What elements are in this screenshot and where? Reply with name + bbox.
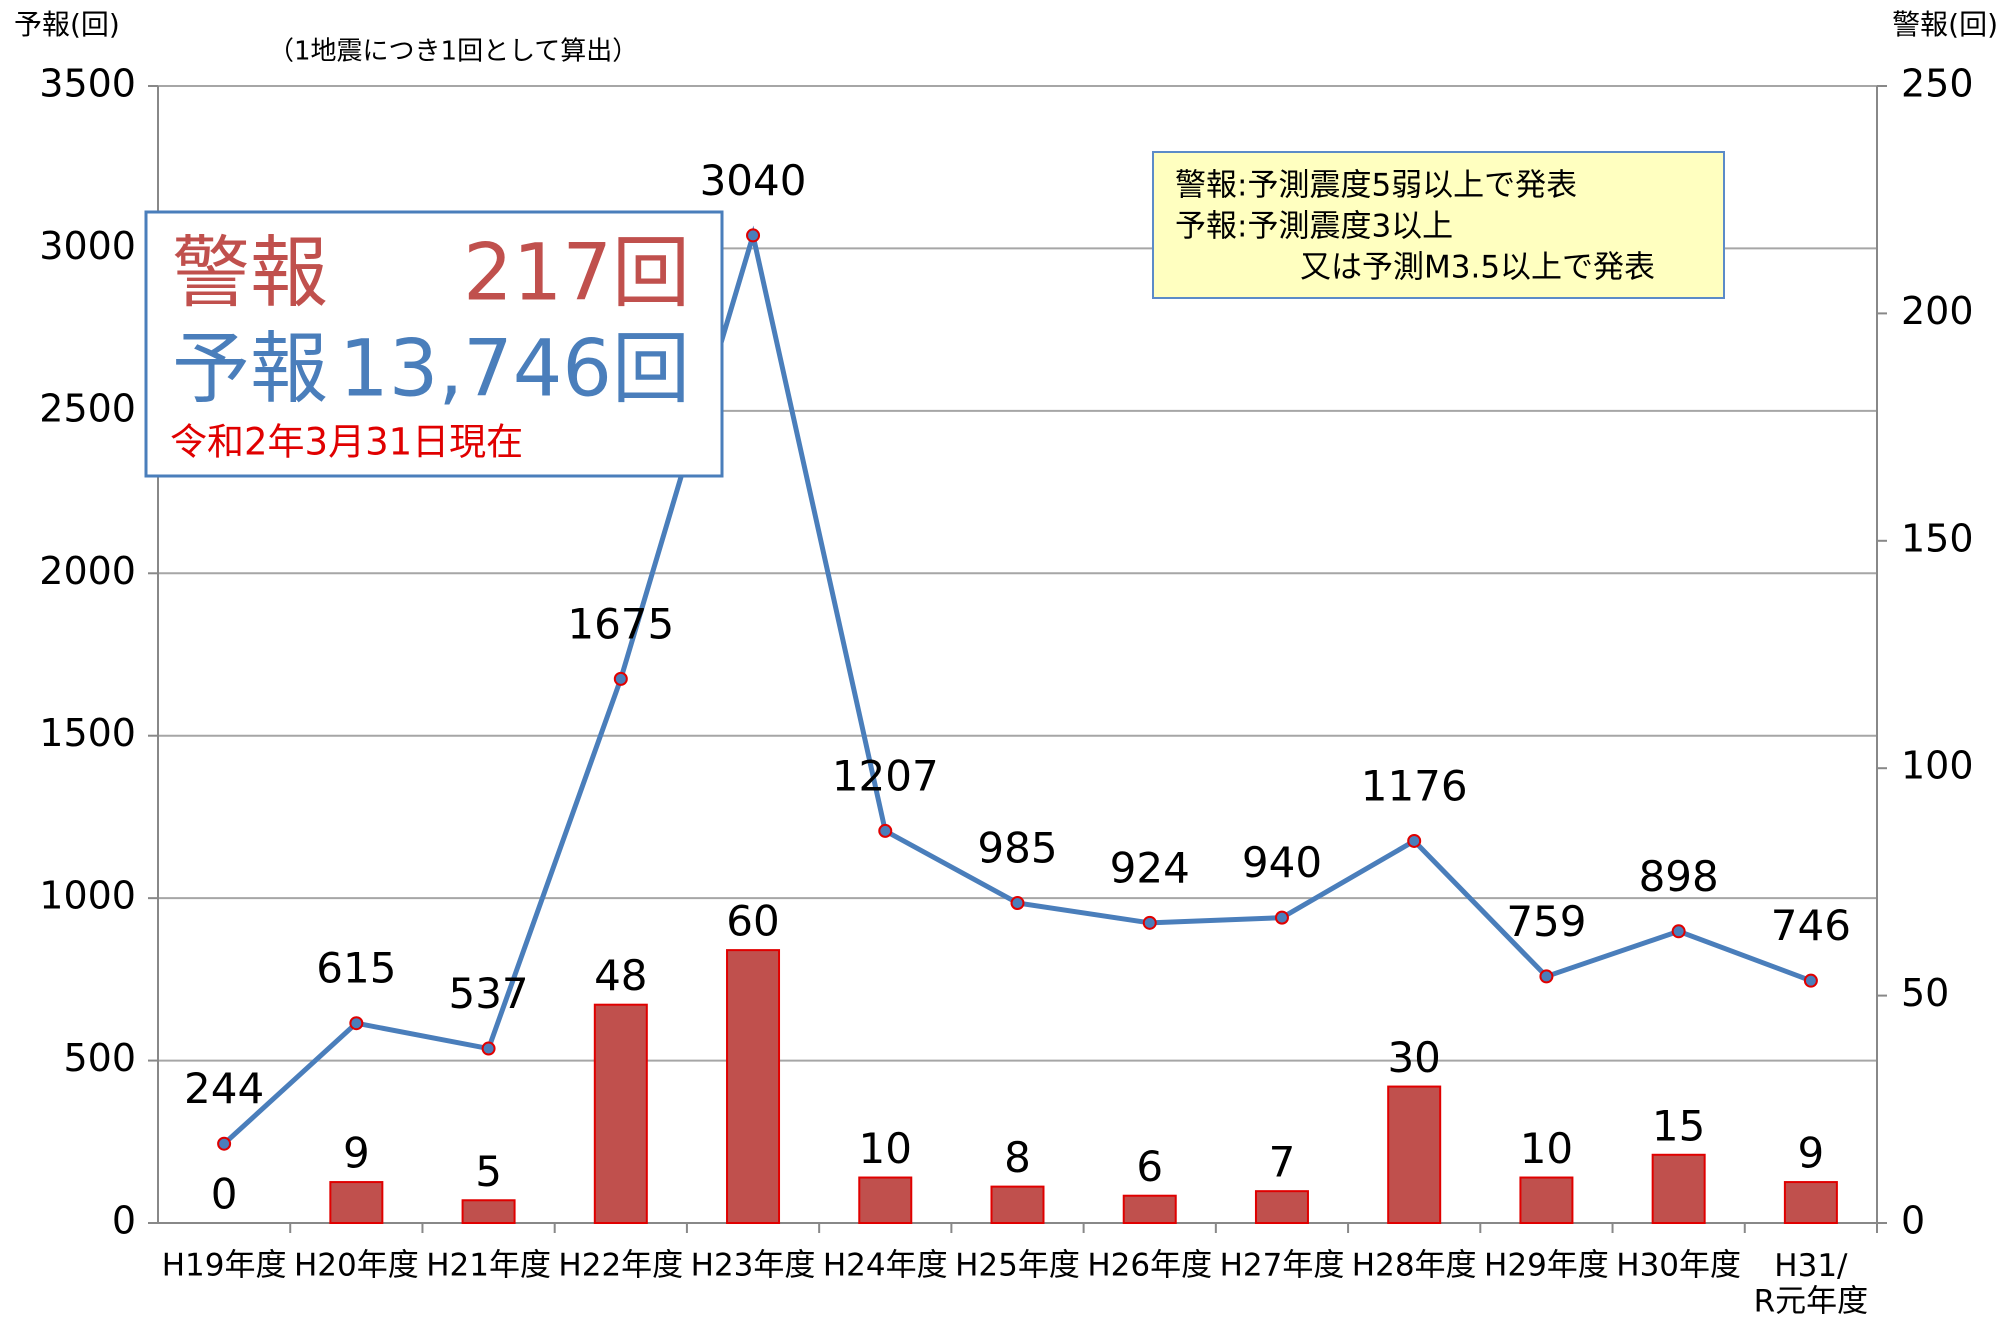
bar [1254,1190,1309,1224]
summary-label: 予報 [172,324,328,414]
x-tick-label: H21年度 [426,1248,551,1284]
bar-value-label: 48 [594,951,647,1000]
note-line: 予報:予測震度3以上 [1175,209,1453,245]
x-tick-label: H26年度 [1087,1248,1212,1284]
line-point [217,1136,232,1151]
marks: 0 9 5 48 60 10 8 6 7 30 10 15 9 244 615 537 1675 3040 1207… [184,156,1851,1225]
x-tick-label: H29年度 [1484,1248,1609,1284]
y2-axis-label: 警報(回) [1892,8,1998,41]
note-line: 警報:予測震度5弱以上で発表 [1175,168,1577,204]
bar [329,1181,384,1224]
y-tick-label: 1000 [39,874,136,918]
bar [461,1199,516,1225]
bar-value-label: 60 [726,897,779,946]
y2-tick-label: 0 [1901,1199,1925,1243]
line-point [746,228,761,243]
line-value-label: 244 [184,1064,264,1113]
y-tick-label: 2500 [39,386,136,430]
line-value-label: 537 [448,969,528,1018]
y-tick-label: 2000 [39,549,136,593]
line-point [1274,910,1289,925]
note-box [1152,151,1725,299]
bar [593,1003,648,1224]
bar-value-label: 6 [1136,1142,1163,1191]
bar [1651,1153,1706,1225]
x-tick-label: H20年度 [294,1248,419,1284]
x-tick-label: H25年度 [955,1248,1080,1284]
bar-value-label: 9 [1798,1129,1825,1178]
line-value-label: 615 [316,944,396,993]
x-tick-label: H19年度 [162,1248,287,1284]
summary-total: 13,746回 [339,324,690,414]
bar-value-label: 8 [1004,1133,1031,1182]
bar-value-label: 15 [1652,1101,1705,1150]
summary-date: 令和2年3月31日現在 [170,421,523,464]
line-value-label: 746 [1771,901,1851,950]
y-axis-label: 予報(回) [14,8,120,41]
line-value-label: 898 [1639,852,1719,901]
bar [858,1176,913,1225]
x-tick-label: H24年度 [823,1248,948,1284]
y2-tick-label: 100 [1901,744,1974,788]
bar-value-label: 30 [1387,1033,1440,1082]
x-tick-label: H28年度 [1352,1248,1477,1284]
line-point [1671,924,1686,939]
line-value-label: 924 [1110,843,1190,892]
line-point [349,1016,364,1031]
x-tick-label: H31/R元年度 [1754,1248,1869,1320]
line-point [481,1041,496,1056]
bar-value-label: 7 [1269,1138,1296,1187]
y-tick-label: 0 [112,1199,136,1243]
bar-value-label: 10 [1520,1124,1573,1173]
bar [1519,1176,1574,1225]
line-value-label: 3040 [700,156,807,205]
x-tick-label: H23年度 [691,1248,816,1284]
bar [1783,1181,1838,1224]
y2-tick-label: 50 [1901,971,1949,1015]
line-value-label: 759 [1506,897,1586,946]
bar [1387,1085,1442,1225]
line-point [1539,969,1554,984]
line-point [1407,833,1422,848]
bar-value-label: 9 [343,1129,370,1178]
y-tick-label: 3500 [39,62,136,106]
summary-total: 217回 [463,228,690,318]
x-tick-label: H22年度 [558,1248,683,1284]
summary-label: 警報 [172,228,328,318]
x-tick-label: H27年度 [1220,1248,1345,1284]
note-line: 又は予測M3.5以上で発表 [1300,250,1655,286]
bar [990,1185,1045,1224]
y2-tick-label: 200 [1901,289,1974,333]
subtitle: （1地震につき1回として算出） [268,37,638,67]
line-value-label: 985 [977,824,1057,873]
line-point [1010,896,1025,911]
grid: 0500100015002000250030003500050100150200… [39,62,1973,1320]
line-value-label: 1176 [1361,761,1468,810]
line-point [1803,973,1818,988]
bar-value-label: 0 [211,1170,238,1219]
y-tick-label: 3000 [39,224,136,268]
line-value-label: 940 [1242,838,1322,887]
y2-tick-label: 250 [1901,62,1974,106]
bar-value-label: 5 [475,1147,502,1196]
bar [1122,1194,1177,1225]
line-point [1142,915,1157,930]
y2-tick-label: 150 [1901,516,1974,560]
line-value-label: 1675 [567,599,674,648]
y-tick-label: 1500 [39,711,136,755]
summary-box [144,210,724,478]
bar [726,949,781,1224]
bar-value-label: 10 [859,1124,912,1173]
line-point [613,671,628,686]
line-point [878,823,893,838]
y-tick-label: 500 [63,1036,136,1080]
x-tick-label: H30年度 [1616,1248,1741,1284]
line-value-label: 1207 [832,751,939,800]
